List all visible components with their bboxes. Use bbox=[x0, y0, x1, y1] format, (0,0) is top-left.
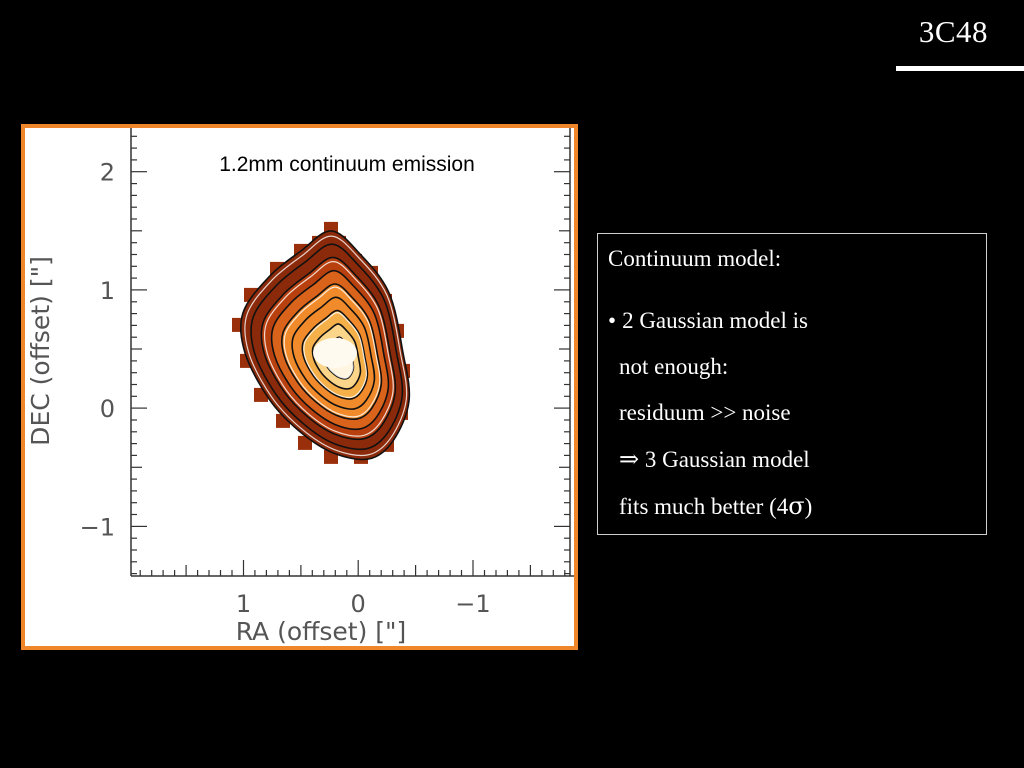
chart-title: 1.2mm continuum emission bbox=[219, 153, 475, 176]
tick-labels: 1 0 −1 −1 0 1 2 bbox=[80, 159, 491, 618]
y-tick-label: 0 bbox=[100, 395, 115, 423]
y-tick-label: −1 bbox=[80, 513, 115, 541]
axes bbox=[130, 128, 574, 577]
implies-arrow-icon: ⇒ bbox=[619, 445, 640, 473]
y-axis-label: DEC (offset) ["] bbox=[26, 256, 55, 446]
notes-line-6: ) bbox=[804, 494, 813, 519]
continuum-map-chart: 1 0 −1 −1 0 1 2 1.2mm continuum emission RA (o… bbox=[26, 128, 574, 646]
notes-line-3: residuum >> noise bbox=[619, 400, 791, 425]
slide-title: 3C48 bbox=[918, 14, 988, 49]
notes-line-5: fits much better (4 bbox=[619, 494, 789, 519]
x-tick-label: 0 bbox=[351, 590, 366, 618]
notes-line-2: not enough: bbox=[619, 354, 729, 379]
residual-contour bbox=[263, 260, 394, 437]
emission-peak bbox=[313, 337, 357, 368]
model-notes-box: Continuum model: • 2 Gaussian model is no… bbox=[597, 233, 987, 535]
x-axis-label: RA (offset) ["] bbox=[236, 617, 407, 646]
notes-heading: Continuum model: bbox=[608, 246, 782, 271]
sigma-symbol: σ bbox=[788, 492, 805, 520]
notes-line-1: 2 Gaussian model is bbox=[622, 308, 808, 333]
notes-line-4: 3 Gaussian model bbox=[644, 447, 810, 472]
residual-contour bbox=[283, 286, 381, 418]
bullet-marker: • bbox=[608, 308, 617, 333]
x-tick-label: 1 bbox=[236, 590, 251, 618]
residual-contour bbox=[303, 311, 368, 399]
plot-area bbox=[232, 221, 411, 464]
y-tick-label: 2 bbox=[100, 159, 115, 187]
residual-contour bbox=[244, 235, 408, 457]
x-tick-label: −1 bbox=[455, 590, 490, 618]
figure-frame: 1 0 −1 −1 0 1 2 1.2mm continuum emission RA (o… bbox=[21, 124, 578, 650]
y-tick-label: 1 bbox=[100, 277, 115, 305]
title-underline bbox=[896, 66, 1024, 71]
